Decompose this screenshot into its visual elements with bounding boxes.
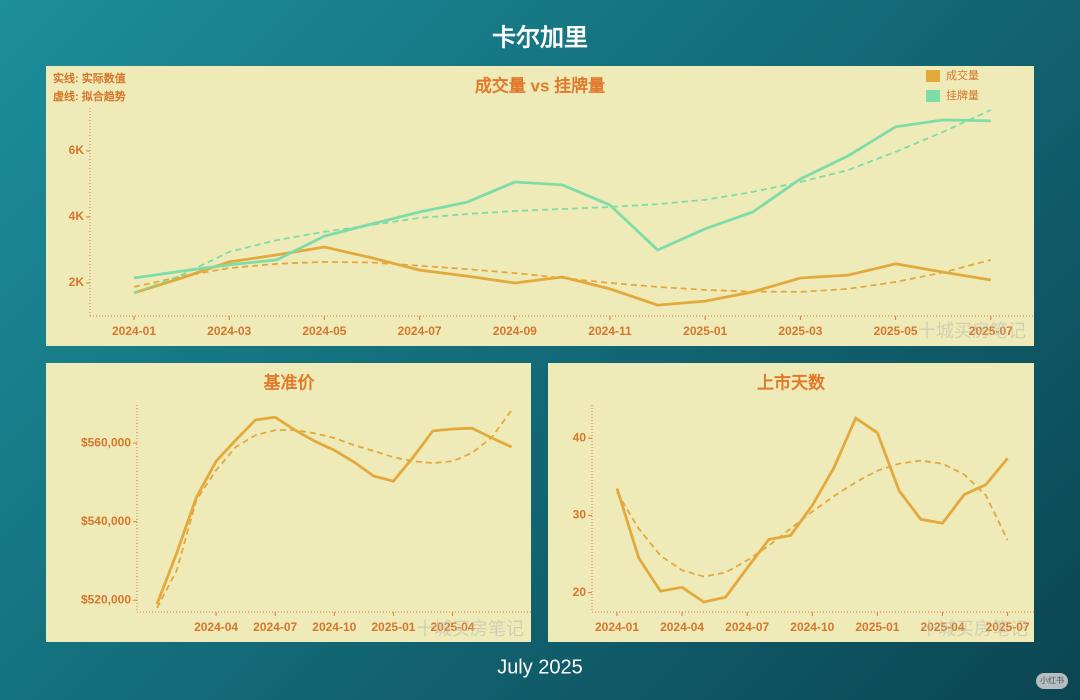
panel [46, 363, 531, 642]
y-tick-label: 4K [69, 209, 85, 223]
y-tick-label: 30 [573, 508, 587, 522]
x-tick-label: 2024-03 [207, 324, 251, 338]
badge: 小红书 [1040, 675, 1064, 685]
x-tick-label: 2025-04 [430, 620, 474, 634]
y-tick-label: $520,000 [81, 592, 131, 606]
x-tick-label: 2024-10 [312, 620, 356, 634]
y-tick-label: 6K [69, 143, 85, 157]
x-tick-label: 2025-05 [874, 324, 918, 338]
footer: July 2025 [497, 656, 583, 678]
panel [46, 66, 1034, 346]
chart-title: 成交量 vs 挂牌量 [475, 75, 605, 95]
x-tick-label: 2025-07 [986, 620, 1030, 634]
x-tick-label: 2024-10 [790, 620, 834, 634]
x-tick-label: 2024-05 [302, 324, 346, 338]
watermark: 十城买房笔记 [416, 619, 524, 639]
watermark: 十城买房笔记 [920, 619, 1028, 639]
x-tick-label: 2025-07 [969, 324, 1013, 338]
x-tick-label: 2024-04 [660, 620, 704, 634]
page-title: 卡尔加里 [492, 23, 588, 51]
x-tick-label: 2024-01 [112, 324, 156, 338]
data-line [155, 415, 513, 605]
watermark: 十城买房笔记 [918, 321, 1026, 341]
data-line [133, 245, 992, 307]
x-tick-label: 2024-09 [493, 324, 537, 338]
legend-swatch [926, 70, 940, 82]
badge-bg [1036, 673, 1068, 689]
y-tick-label: $540,000 [81, 514, 131, 528]
annotation: 实线: 实际数值 [53, 71, 126, 85]
x-tick-label: 2025-04 [920, 620, 964, 634]
legend-swatch [926, 90, 940, 102]
legend-label: 成交量 [946, 68, 979, 82]
x-tick-label: 2024-11 [588, 324, 632, 338]
x-tick-label: 2025-03 [778, 324, 822, 338]
annotation: 虚线: 拟合趋势 [53, 89, 126, 103]
x-tick-label: 2024-07 [253, 620, 297, 634]
chart-title: 上市天数 [757, 372, 826, 392]
x-tick-label: 2024-07 [398, 324, 442, 338]
trend-line [156, 409, 513, 609]
x-tick-label: 2024-04 [194, 620, 238, 634]
x-tick-label: 2025-01 [371, 620, 415, 634]
legend-label: 挂牌量 [946, 88, 979, 102]
x-tick-label: 2025-01 [855, 620, 899, 634]
x-tick-label: 2025-01 [683, 324, 727, 338]
y-tick-label: 40 [573, 430, 587, 444]
chart-title: 基准价 [263, 372, 316, 392]
trend-line [616, 459, 1009, 578]
data-line [615, 415, 1009, 604]
data-line [133, 118, 991, 280]
y-tick-label: 20 [573, 585, 587, 599]
x-tick-label: 2024-01 [595, 620, 639, 634]
panel [548, 363, 1034, 642]
x-tick-label: 2024-07 [725, 620, 769, 634]
y-tick-label: 2K [69, 275, 85, 289]
trend-line [133, 109, 992, 294]
y-tick-label: $560,000 [81, 435, 131, 449]
